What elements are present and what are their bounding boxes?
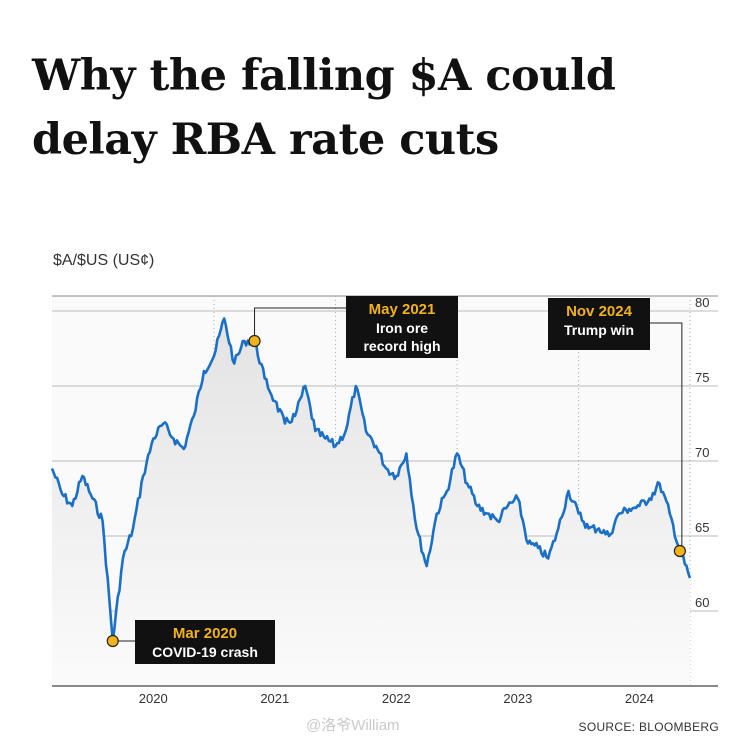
annotation-connector (254, 307, 346, 341)
y-tick-label: 60 (695, 595, 709, 610)
annotation-title: Nov 2024 (566, 303, 633, 320)
annotation-text: COVID-19 crash (152, 644, 258, 660)
annotation-connector (650, 322, 683, 551)
annotation-mar-2020: Mar 2020 COVID-19 crash (106, 620, 275, 664)
annotation-box (135, 620, 275, 664)
y-tick-label: 80 (695, 295, 709, 310)
annotation-text: Iron ore (376, 320, 428, 336)
x-tick-label: 2021 (260, 691, 289, 706)
annotation-title: May 2021 (369, 301, 436, 318)
source-credit: SOURCE: BLOOMBERG (578, 720, 719, 734)
y-axis-label: $A/$US (US¢) (53, 252, 155, 269)
annotation-title: Mar 2020 (173, 625, 237, 642)
watermark: @洛爷William (306, 717, 400, 734)
annotation-box (346, 296, 458, 358)
annotation-marker (106, 634, 119, 648)
x-tick-label: 2023 (503, 691, 532, 706)
y-tick-label: 70 (695, 445, 709, 460)
series-area (52, 318, 690, 686)
annotation-marker (673, 544, 686, 558)
x-tick-label: 2020 (139, 691, 168, 706)
y-tick-label: 75 (695, 370, 709, 385)
annotation-nov-2024: Nov 2024 Trump win (548, 298, 686, 558)
annotation-text: Trump win (564, 322, 634, 338)
series-line (50, 317, 692, 643)
annotation-marker (248, 334, 261, 348)
headline: Why the falling $A could delay RBA rate … (32, 51, 616, 165)
annotation-box (548, 298, 650, 350)
x-tick-label: 2022 (382, 691, 411, 706)
y-tick-label: 65 (695, 520, 709, 535)
x-tick-label: 2024 (625, 691, 654, 706)
annotation-text: record high (363, 338, 440, 354)
annotation-may-2021: May 2021 Iron ore record high (248, 296, 458, 358)
